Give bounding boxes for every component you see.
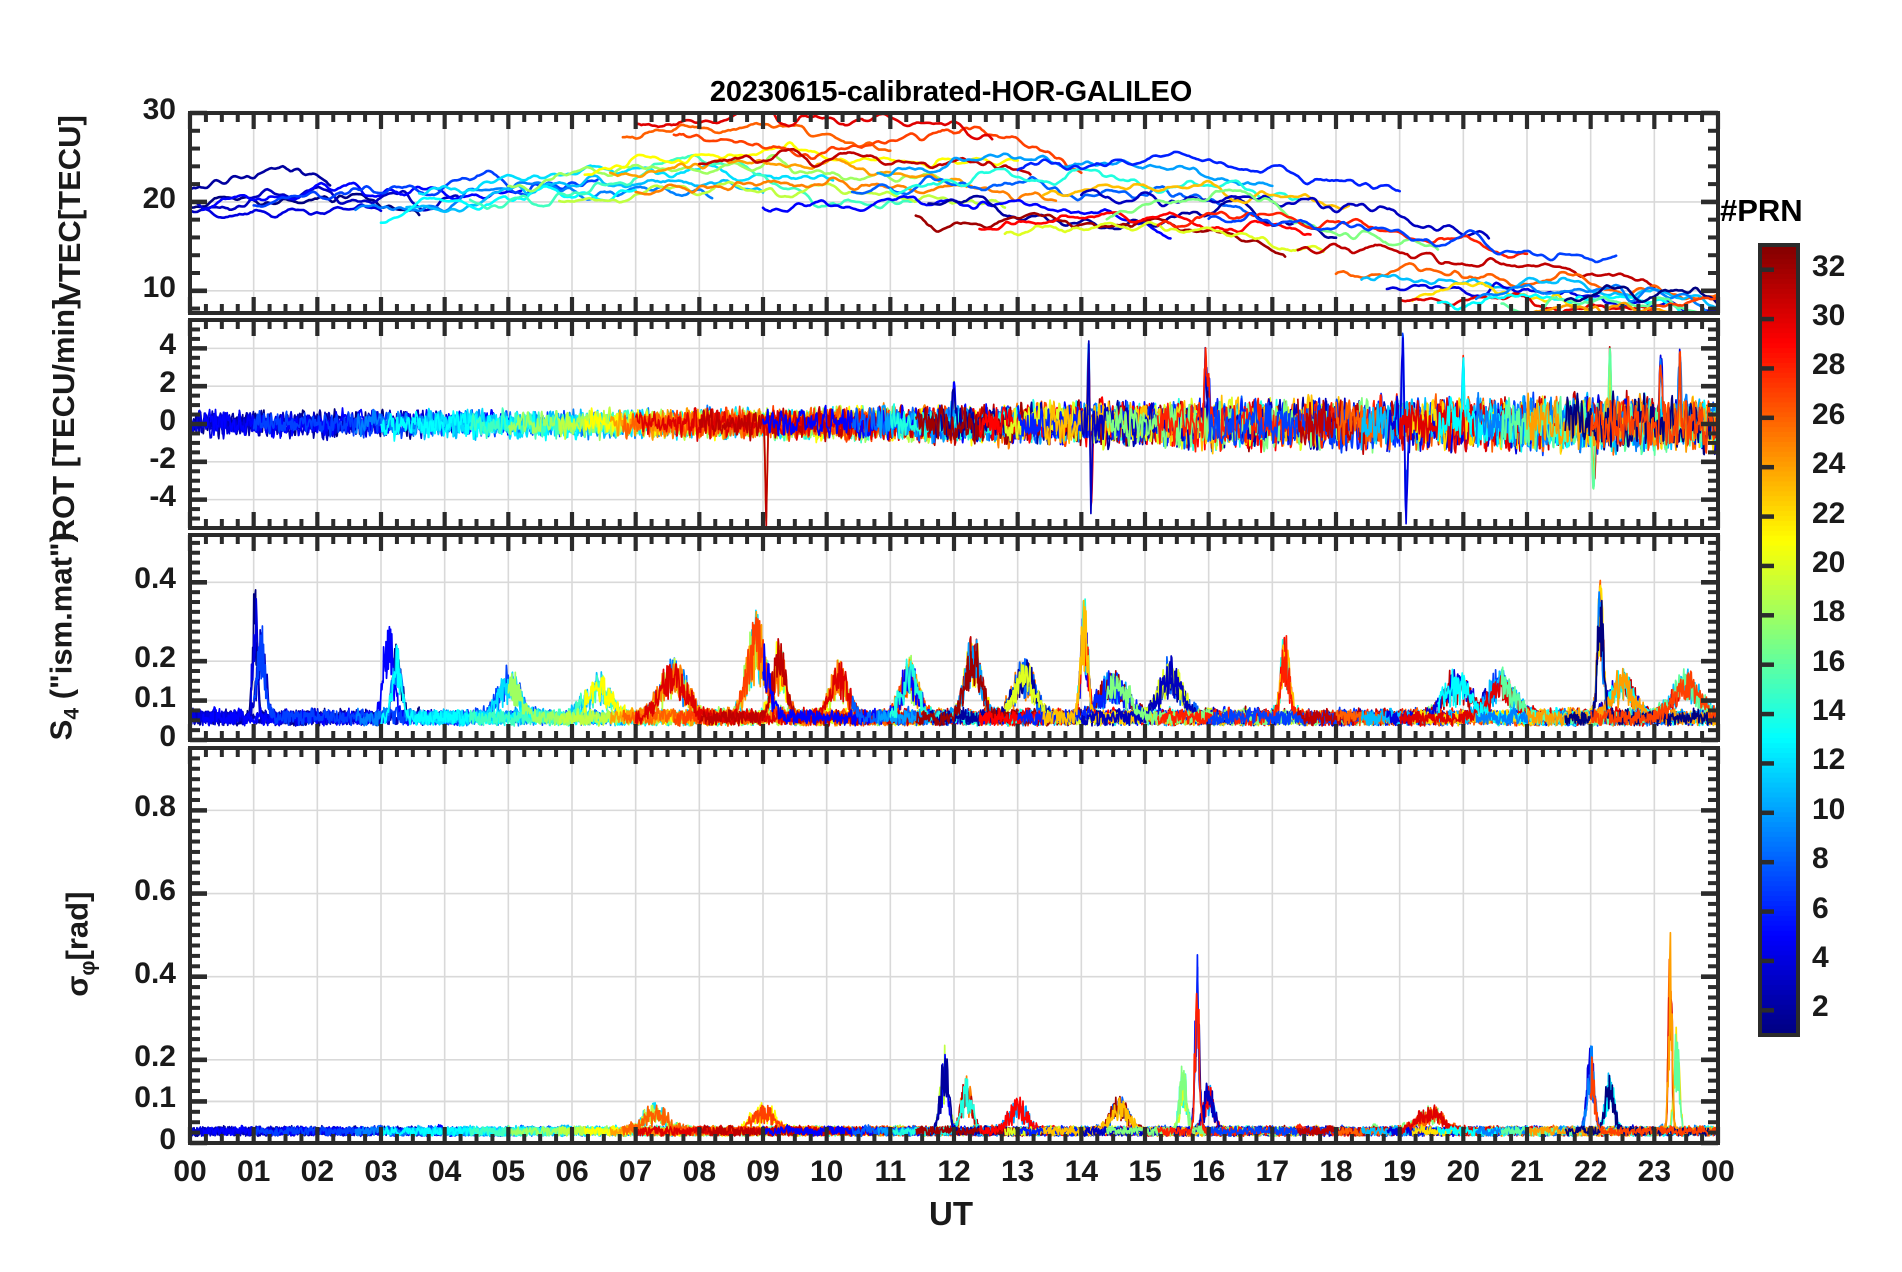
x-axis-label: UT (929, 1195, 973, 1232)
y-tick-label: 0.4 (134, 956, 176, 990)
x-tick-label: 05 (491, 1155, 526, 1188)
x-tick-label: 11 (874, 1155, 907, 1188)
y-tick-label: 0.2 (134, 1039, 176, 1073)
colorbar-tick-label: 2 (1812, 990, 1829, 1024)
x-tick-label: 21 (1510, 1155, 1544, 1188)
colorbar-tick-label: 6 (1812, 891, 1829, 925)
sigmaphi-axis-label-sub: φ (76, 960, 100, 976)
colorbar-tick-label: 4 (1812, 940, 1829, 974)
y-tick-label: -4 (149, 479, 176, 513)
x-tick-label: 04 (427, 1155, 462, 1188)
x-tick-label: 02 (300, 1155, 335, 1188)
y-tick-label: 30 (142, 93, 176, 126)
colorbar-title: #PRN (1720, 193, 1803, 228)
x-tick-label: 09 (746, 1155, 780, 1188)
x-tick-label: 16 (1191, 1155, 1226, 1188)
colorbar-tick-label: 18 (1812, 595, 1846, 629)
y-tick-label: 0.6 (134, 873, 176, 907)
y-tick-label: 0.1 (134, 680, 176, 714)
x-tick-label: 17 (1255, 1155, 1290, 1188)
y-tick-label: 0 (159, 404, 176, 437)
y-tick-label: 0.2 (134, 641, 176, 675)
colorbar-tick-label: 16 (1812, 644, 1846, 678)
x-tick-label: 13 (1000, 1155, 1035, 1188)
colorbar-tick-label: 28 (1812, 348, 1846, 382)
x-tick-label: 00 (173, 1155, 207, 1188)
x-tick-label: 14 (1064, 1155, 1099, 1188)
s4-axis-label-rest: ("ism.mat") (43, 532, 79, 708)
x-tick-label: 22 (1573, 1155, 1608, 1188)
x-tick-label: 00 (1701, 1155, 1735, 1188)
colorbar-tick-label: 30 (1812, 299, 1846, 333)
x-tick-label: 10 (809, 1155, 844, 1188)
colorbar-tick-label: 12 (1812, 743, 1846, 777)
colorbar-tick-label: 24 (1812, 447, 1846, 481)
y-tick-label: -2 (149, 441, 176, 475)
figure-title: 20230615-calibrated-HOR-GALILEO (709, 76, 1193, 108)
y-tick-label: 20 (142, 181, 176, 215)
y-tick-label: 10 (142, 270, 176, 304)
y-tick-label: 0.4 (134, 562, 176, 596)
colorbar-tick-label: 20 (1812, 545, 1846, 579)
x-tick-label: 23 (1637, 1155, 1672, 1188)
colorbar-tick-label: 32 (1812, 249, 1846, 283)
x-tick-label: 18 (1319, 1155, 1353, 1188)
colorbar-tick-label: 8 (1812, 842, 1829, 876)
colorbar-tick-label: 10 (1812, 792, 1846, 826)
colorbar-tick-label: 14 (1812, 694, 1846, 728)
x-tick-label: 06 (555, 1155, 589, 1188)
sigmaphi-axis-label-main: σ (59, 975, 95, 997)
x-tick-label: 20 (1446, 1155, 1481, 1188)
y-tick-label: 2 (159, 366, 176, 400)
x-tick-label: 15 (1128, 1155, 1162, 1188)
colorbar-tick-label: 26 (1812, 397, 1846, 431)
x-tick-label: 07 (618, 1155, 653, 1188)
y-tick-label: 0.8 (134, 790, 176, 824)
y-tick-label: 0 (159, 720, 176, 753)
y-tick-label: 4 (159, 328, 176, 362)
x-tick-label: 19 (1382, 1155, 1417, 1188)
x-tick-label: 01 (236, 1155, 271, 1188)
sigmaphi-axis-label-rest: [rad] (59, 891, 95, 961)
x-tick-label: 03 (364, 1155, 398, 1188)
sigmaphi-axis-label: σφ[rad] (59, 687, 100, 1202)
x-tick-label: 12 (937, 1155, 971, 1188)
x-tick-label: 08 (682, 1155, 717, 1188)
colorbar-tick-label: 22 (1812, 496, 1846, 530)
y-tick-label: 0 (159, 1123, 176, 1156)
y-tick-label: 0.1 (134, 1081, 176, 1115)
